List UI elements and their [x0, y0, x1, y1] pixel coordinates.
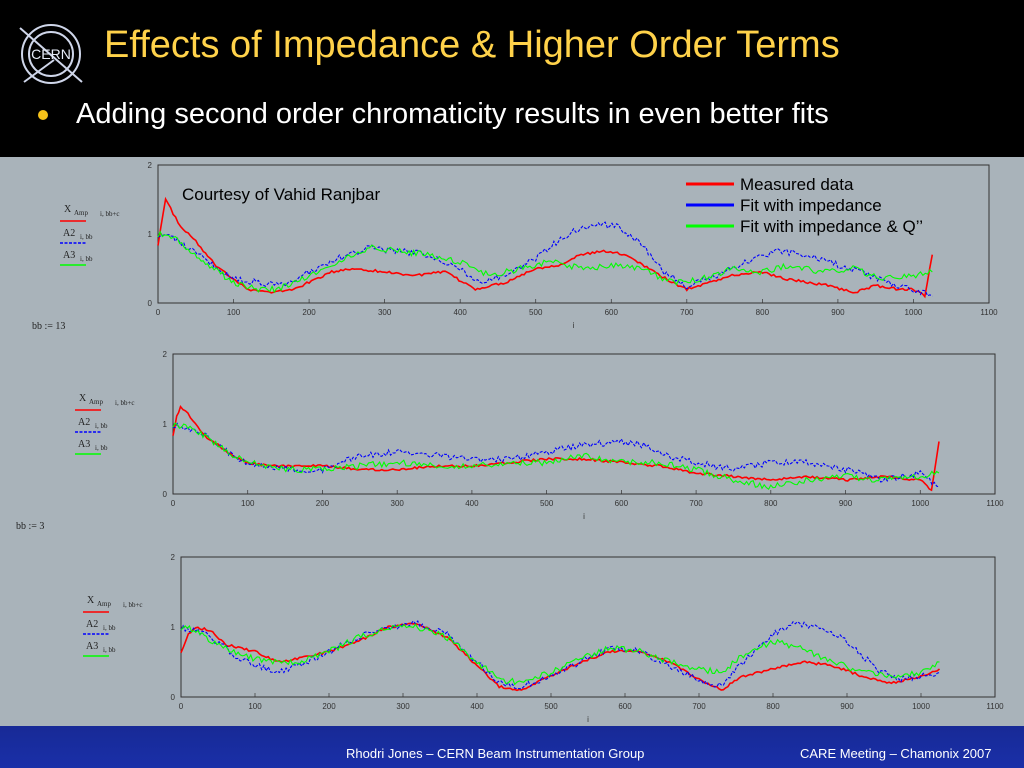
y-label-x: X	[79, 393, 87, 404]
series-line-2	[180, 619, 940, 690]
x-tick-label: 200	[316, 499, 330, 508]
x-tick-label: 700	[689, 499, 703, 508]
plot-frame	[180, 556, 996, 698]
y-tick-label: 2	[148, 161, 153, 170]
series-line-2	[157, 221, 933, 297]
footer-author: Rhodri Jones – CERN Beam Instrumentation…	[346, 746, 645, 761]
x-tick-label: 800	[766, 702, 780, 711]
x-tick-label: 400	[470, 702, 484, 711]
y-label-index: i, bb+c	[115, 399, 135, 407]
y-tick-label: 1	[171, 623, 176, 632]
series-line-1	[172, 404, 940, 492]
x-tick-label: 700	[692, 702, 706, 711]
y-label-a2-index: i, bb	[95, 422, 108, 430]
x-tick-label: 800	[764, 499, 778, 508]
y-label-a2-index: i, bb	[103, 624, 116, 632]
y-label-a3-index: i, bb	[80, 255, 93, 263]
y-tick-label: 0	[163, 490, 168, 499]
x-tick-label: 500	[540, 499, 554, 508]
y-label-a3: A3	[86, 641, 98, 652]
x-tick-label: 100	[241, 499, 255, 508]
x-tick-label: 0	[179, 702, 184, 711]
x-tick-label: 600	[618, 702, 632, 711]
y-label-x: X	[87, 595, 95, 606]
x-tick-label: 0	[156, 308, 161, 317]
y-label-amp: Amp	[89, 398, 104, 406]
x-tick-label: 1100	[986, 499, 1004, 508]
y-label-amp: Amp	[97, 600, 112, 608]
x-tick-label: 700	[680, 308, 694, 317]
y-label-a3-index: i, bb	[95, 444, 108, 452]
plot-frame	[172, 353, 996, 495]
chart-panel	[0, 157, 1024, 726]
courtesy-note: Courtesy of Vahid Ranjbar	[182, 185, 380, 204]
series-line-1	[157, 196, 934, 299]
y-label-a2-index: i, bb	[80, 233, 93, 241]
y-label-a2: A2	[86, 619, 98, 630]
x-tick-label: 1000	[905, 308, 923, 317]
x-tick-label: 900	[831, 308, 845, 317]
y-tick-label: 0	[171, 693, 176, 702]
y-tick-label: 1	[163, 420, 168, 429]
x-axis-label: i	[587, 715, 589, 724]
x-tick-label: 100	[248, 702, 262, 711]
y-label-x: X	[64, 204, 72, 215]
bullet-text: Adding second order chromaticity results…	[76, 98, 829, 130]
cern-logo: CERN	[19, 24, 83, 84]
y-label-a3: A3	[63, 250, 75, 261]
y-label-index: i, bb+c	[100, 210, 120, 218]
y-tick-label: 2	[171, 553, 176, 562]
series-line-3	[172, 422, 940, 491]
chart-3: 0 100 200 300 400 500 600 700 800 900 1000 1100 i 0 1 2…	[16, 521, 1004, 724]
series-line-1	[180, 622, 941, 692]
x-tick-label: 300	[378, 308, 392, 317]
parameter-label: bb := 3	[16, 521, 44, 532]
x-axis-label: i	[583, 512, 585, 521]
series-line-2	[172, 422, 940, 488]
x-tick-label: 900	[840, 702, 854, 711]
x-axis-label: i	[573, 321, 575, 330]
chart-2: 0 100 200 300 400 500 600 700 800 900 1000 1100 i 0 1 2…	[32, 321, 1004, 521]
legend-label-impedance: Fit with impedance	[740, 196, 882, 215]
legend-label-measured: Measured data	[740, 175, 854, 194]
x-tick-label: 500	[544, 702, 558, 711]
footer-event: CARE Meeting – Chamonix 2007	[800, 746, 992, 761]
x-tick-label: 1000	[912, 702, 930, 711]
cern-logo-text: CERN	[31, 46, 71, 62]
slide-title: Effects of Impedance & Higher Order Term…	[104, 24, 840, 66]
x-tick-label: 200	[302, 308, 316, 317]
bullet-point-icon	[38, 110, 48, 120]
x-tick-label: 400	[454, 308, 468, 317]
charts-area: 0 100 200 300 400 500 600 700 800 900 1000 1100i012…	[16, 161, 1004, 724]
legend: Measured data Fit with impedance Fit wit…	[686, 175, 923, 236]
x-tick-label: 300	[396, 702, 410, 711]
x-tick-label: 600	[615, 499, 629, 508]
y-tick-label: 0	[148, 299, 153, 308]
y-label-a3-index: i, bb	[103, 646, 116, 654]
x-tick-label: 0	[171, 499, 176, 508]
x-tick-label: 400	[465, 499, 479, 508]
series-line-3	[180, 623, 940, 686]
legend-label-impedance-q2: Fit with impedance & Q’’	[740, 217, 923, 236]
x-tick-label: 300	[391, 499, 405, 508]
x-tick-label: 900	[839, 499, 853, 508]
series-line-3	[157, 230, 933, 294]
y-label-index: i, bb+c	[123, 601, 143, 609]
x-tick-label: 100	[227, 308, 241, 317]
x-tick-label: 1100	[986, 702, 1004, 711]
x-tick-label: 1000	[911, 499, 929, 508]
y-label-a3: A3	[78, 439, 90, 450]
x-tick-label: 200	[322, 702, 336, 711]
parameter-label: bb := 13	[32, 321, 65, 332]
x-tick-label: 800	[756, 308, 770, 317]
x-tick-label: 600	[605, 308, 619, 317]
y-tick-label: 1	[148, 230, 153, 239]
x-tick-label: 500	[529, 308, 543, 317]
y-label-a2: A2	[78, 417, 90, 428]
y-tick-label: 2	[163, 350, 168, 359]
x-tick-label: 1100	[980, 308, 998, 317]
y-label-a2: A2	[63, 228, 75, 239]
chart-1: 0 100 200 300 400 500 600 700 800 900 1000 1100 i 0 1 2…	[60, 161, 998, 330]
y-label-amp: Amp	[74, 209, 89, 217]
